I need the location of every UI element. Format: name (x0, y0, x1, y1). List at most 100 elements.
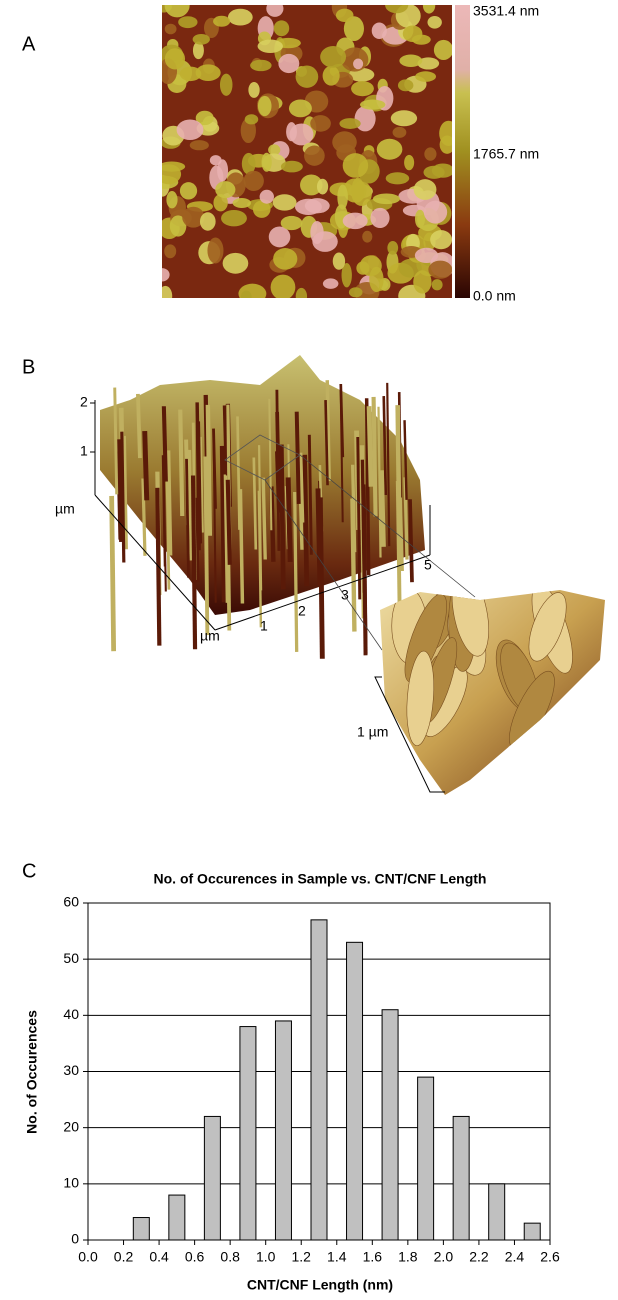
x-tick-label: 1.2 (291, 1249, 311, 1265)
surface-spike (116, 451, 124, 540)
afm-grain (398, 258, 422, 278)
bar (168, 1194, 186, 1241)
surface-spike (236, 416, 241, 530)
afm-grain (289, 123, 314, 146)
afm-grain (370, 207, 390, 229)
afm-grain (422, 5, 436, 14)
surface-spike (361, 484, 368, 656)
surface-spike (199, 436, 204, 533)
panel-label: B (22, 356, 35, 378)
surface-spike (261, 477, 267, 560)
axes-3d (90, 400, 431, 631)
surface-spike (386, 382, 391, 547)
surface-spike (113, 387, 119, 495)
afm-grain (431, 279, 443, 291)
x-tick-label: 1.6 (363, 1249, 383, 1265)
plot-frame (87, 902, 551, 1241)
bar (488, 1183, 506, 1241)
afm-grain (259, 189, 274, 204)
inset-image (380, 590, 605, 795)
surface-spike (366, 406, 374, 487)
afm-grain (310, 115, 331, 132)
afm-grain (248, 81, 260, 98)
x-tick-label: 0.2 (114, 1249, 134, 1265)
surface-spike (142, 431, 150, 501)
afm-grain (399, 54, 423, 67)
afm-grain (322, 65, 340, 86)
y-tick-label: 50 (63, 950, 79, 966)
afm-grain (312, 231, 338, 252)
surface-spike (203, 456, 210, 636)
afm-grain (250, 59, 272, 72)
surface-spike (294, 411, 301, 504)
afm-grain (348, 287, 363, 298)
afm-grain (339, 118, 361, 129)
surface-spike (339, 389, 344, 523)
surface-spike (279, 444, 286, 590)
afm-grain (414, 247, 439, 264)
afm-grain (369, 266, 384, 293)
afm-grain (332, 252, 346, 270)
afm-grain (390, 110, 418, 127)
surface-spike (398, 497, 404, 572)
x-axis-title: CNT/CNF Length (nm) (247, 1277, 393, 1293)
x-tick-label: 2.0 (434, 1249, 454, 1265)
surface-spike (395, 480, 402, 624)
afm-grain (273, 20, 290, 37)
afm-grain (176, 119, 204, 141)
y-tick-label: 30 (63, 1062, 79, 1078)
surface-spike (225, 479, 232, 565)
afm-grain (359, 99, 386, 110)
surface-spike (408, 499, 414, 583)
surface-spike (187, 449, 194, 561)
surface-spike (238, 489, 245, 604)
surface-spike (136, 393, 142, 459)
surface-spike (302, 454, 310, 587)
afm-grain (215, 181, 236, 199)
afm-grain (268, 226, 291, 248)
afm-grain (423, 165, 445, 179)
surface-spike (109, 495, 117, 652)
surface-spike (161, 406, 168, 482)
afm-grain (372, 193, 401, 205)
bar (381, 1009, 399, 1241)
afm-grain (427, 15, 442, 29)
afm-grain (402, 25, 423, 43)
afm-grain (295, 65, 319, 88)
afm-grain (207, 237, 224, 264)
afm-grain (413, 270, 432, 294)
afm-grain (343, 16, 365, 42)
x-tick-label: 5 (424, 557, 432, 573)
surface-spike (371, 396, 378, 517)
y-tick-label: 10 (63, 1175, 79, 1191)
x-tick-label: 2 (298, 603, 306, 619)
afm-grain (162, 268, 170, 282)
afm-grain (222, 252, 249, 274)
afm-grain (266, 5, 284, 17)
x-tick-label: 1.8 (398, 1249, 418, 1265)
surface-spike (178, 409, 185, 517)
y-tick-label: 20 (63, 1118, 79, 1134)
afm-grain (387, 240, 399, 255)
afm-grain (213, 15, 231, 27)
afm-grain (232, 197, 251, 209)
afm-grain (341, 262, 352, 288)
surface-spike (356, 436, 362, 600)
inset-rod (406, 650, 435, 746)
afm-grain (392, 126, 407, 138)
afm-grain (300, 174, 323, 196)
afm-grain (351, 81, 374, 97)
scale-bracket (374, 676, 445, 793)
afm-grain (241, 152, 256, 175)
afm-grain (371, 22, 387, 39)
surface-spike (212, 445, 217, 603)
surface-spike (298, 452, 305, 523)
bar (203, 1115, 221, 1241)
bar (239, 1026, 257, 1241)
afm-grain (417, 57, 440, 70)
afm-grain (385, 172, 410, 185)
afm-grain (385, 5, 409, 14)
y-tick-label: 60 (63, 894, 79, 910)
afm-grain (397, 79, 414, 92)
